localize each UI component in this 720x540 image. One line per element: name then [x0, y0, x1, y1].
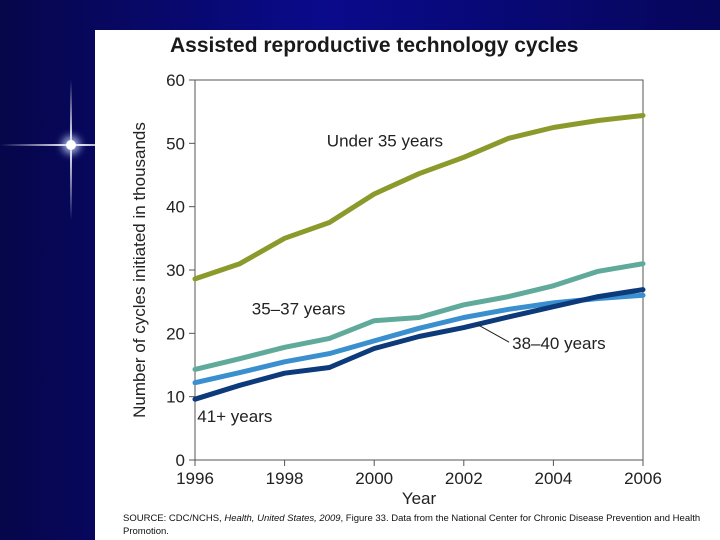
source-prefix: SOURCE: CDC/NCHS,: [123, 513, 225, 524]
x-tick-label: 1996: [176, 469, 214, 488]
series-label-41-plus: 41+ years: [197, 407, 272, 426]
y-tick-label: 40: [166, 198, 185, 217]
series-line-under-35: [192, 113, 646, 282]
series-label-38-40: 38–40 years: [512, 334, 606, 353]
x-axis-title: Year: [402, 489, 437, 508]
y-tick-label: 10: [166, 388, 185, 407]
y-tick-label: 50: [166, 134, 185, 153]
series-label-35-37: 35–37 years: [252, 299, 346, 318]
x-tick-label: 1998: [266, 469, 304, 488]
x-tick-label: 2000: [355, 469, 393, 488]
source-suffix: , Figure 33. Data from the National Cent…: [123, 513, 701, 537]
y-tick-label: 0: [176, 451, 185, 470]
chart-title: Assisted reproductive technology cycles: [170, 34, 579, 57]
y-tick-label: 60: [166, 71, 185, 90]
y-tick-label: 20: [166, 324, 185, 343]
y-tick-label: 30: [166, 261, 185, 280]
sparkle-vertical-ray: [70, 80, 72, 220]
series-line-41-plus: [192, 287, 646, 402]
chart-panel: [95, 30, 720, 540]
series-line-35-37: [192, 261, 646, 372]
source-note: SOURCE: CDC/NCHS, Health, United States,…: [123, 512, 713, 538]
y-axis-title: Number of cycles initiated in thousands: [130, 122, 149, 418]
x-tick-label: 2002: [445, 469, 483, 488]
line-chart: 0 10 20 30 40 50 60 1996 1998 2000 2002 2004 2006 Yea…: [130, 71, 662, 508]
source-publication: Health, United States, 2009: [224, 513, 341, 524]
series-label-under-35: Under 35 years: [327, 132, 443, 151]
sparkle-star-icon: [66, 140, 76, 150]
x-tick-label: 2004: [534, 469, 572, 488]
x-tick-label: 2006: [624, 469, 662, 488]
leader-line-38-40: [476, 324, 510, 343]
